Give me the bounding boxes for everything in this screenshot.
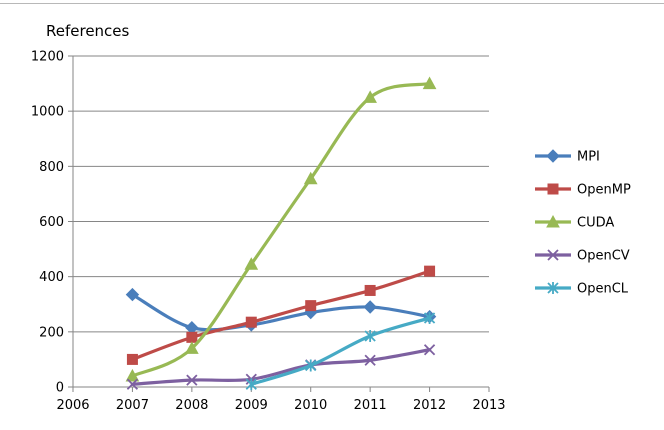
y-tick-label: 0	[56, 381, 64, 396]
legend-label: CUDA	[577, 216, 614, 231]
series-opencl	[245, 312, 436, 391]
data-point	[125, 368, 140, 382]
legend-label: OpenCL	[577, 282, 629, 297]
data-point	[364, 329, 376, 342]
data-point	[364, 354, 376, 366]
data-point	[364, 284, 376, 296]
legend-marker	[547, 249, 559, 261]
series-opencv	[126, 344, 436, 390]
data-point	[305, 300, 317, 312]
data-point	[126, 353, 138, 365]
legend-item-opencl: OpenCL	[535, 282, 629, 297]
x-tick-label: 2012	[413, 398, 446, 413]
data-point	[423, 344, 436, 356]
y-tick-label: 400	[39, 270, 64, 285]
series-mpi	[125, 287, 437, 335]
x-tick-label: 2010	[294, 398, 327, 413]
data-point	[245, 378, 257, 391]
data-point	[125, 287, 140, 302]
data-point	[305, 359, 317, 372]
series-group	[125, 76, 437, 391]
series-line	[130, 348, 432, 386]
x-tick-label: 2013	[472, 398, 505, 413]
data-point	[186, 374, 198, 386]
data-point	[423, 312, 436, 325]
legend-label: OpenMP	[577, 183, 631, 198]
y-tick-label: 1000	[31, 105, 64, 120]
x-tick-labels: 2006 2007 2008 2009 2010 2011 2012 2013	[56, 398, 505, 413]
series-line	[130, 269, 432, 362]
series-line	[249, 316, 432, 386]
legend-item-mpi: MPI	[535, 149, 600, 165]
data-point	[424, 265, 436, 277]
legend-marker	[546, 214, 560, 228]
data-point	[303, 171, 318, 185]
y-tick-label: 200	[39, 325, 64, 340]
legend-item-openmp: OpenMP	[535, 183, 631, 198]
axes	[68, 55, 490, 392]
legend-item-opencv: OpenCV	[535, 249, 630, 264]
x-tick-label: 2011	[354, 398, 387, 413]
series-openmp	[126, 265, 436, 365]
y-tick-label: 600	[39, 215, 64, 230]
top-rule	[0, 3, 664, 4]
legend-marker	[546, 149, 560, 163]
legend: MPI OpenMP CUDA OpenCV OpenCL	[535, 149, 631, 297]
x-tick-label: 2006	[56, 398, 89, 413]
data-point	[363, 90, 377, 103]
y-tick-label: 1200	[31, 50, 64, 65]
gridlines	[73, 55, 489, 333]
data-point	[245, 316, 257, 328]
y-tick-labels: 0 200 400 600 800 1000 1200	[31, 50, 64, 396]
x-tick-label: 2007	[116, 398, 149, 413]
series-line	[130, 292, 432, 332]
legend-marker	[547, 282, 559, 294]
data-point	[126, 378, 139, 390]
data-point	[422, 76, 437, 90]
data-point	[244, 257, 259, 270]
y-tick-label: 800	[39, 160, 64, 175]
data-point	[185, 341, 199, 354]
legend-label: MPI	[577, 150, 600, 165]
data-point	[186, 331, 198, 343]
series-cuda	[125, 76, 437, 382]
legend-label: OpenCV	[577, 249, 630, 264]
legend-item-cuda: CUDA	[535, 214, 614, 231]
x-tick-label: 2009	[235, 398, 268, 413]
x-tick-label: 2008	[175, 398, 208, 413]
y-axis-label: References	[46, 22, 130, 40]
legend-marker	[547, 183, 559, 195]
data-point	[363, 300, 377, 314]
